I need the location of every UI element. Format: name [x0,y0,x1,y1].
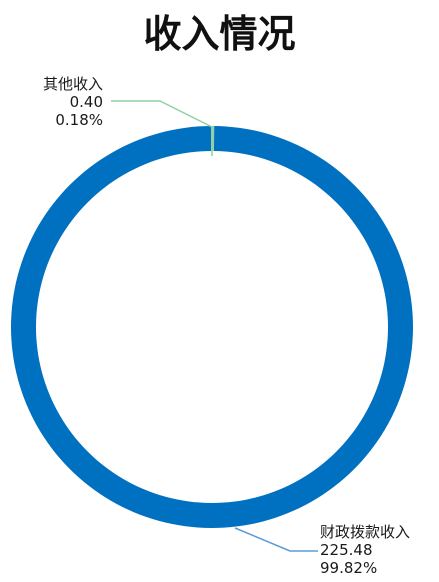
chart-title: 收入情况 [143,12,296,56]
label-other-income-value: 0.40 [70,93,103,111]
label-other-income-name: 其他收入 [43,75,103,93]
label-other-income-percent: 0.18% [55,111,103,129]
label-fiscal-appropriation-percent: 99.82% [320,559,377,577]
label-fiscal-appropriation-value: 225.48 [320,541,373,559]
slices-group [11,126,414,528]
leader-lines [111,100,318,552]
leader-fiscal-appropriation [234,527,318,552]
slice-fiscal-appropriation [11,126,414,528]
label-fiscal-appropriation-name: 财政拨款收入 [320,523,410,541]
leader-other-income [111,100,213,156]
